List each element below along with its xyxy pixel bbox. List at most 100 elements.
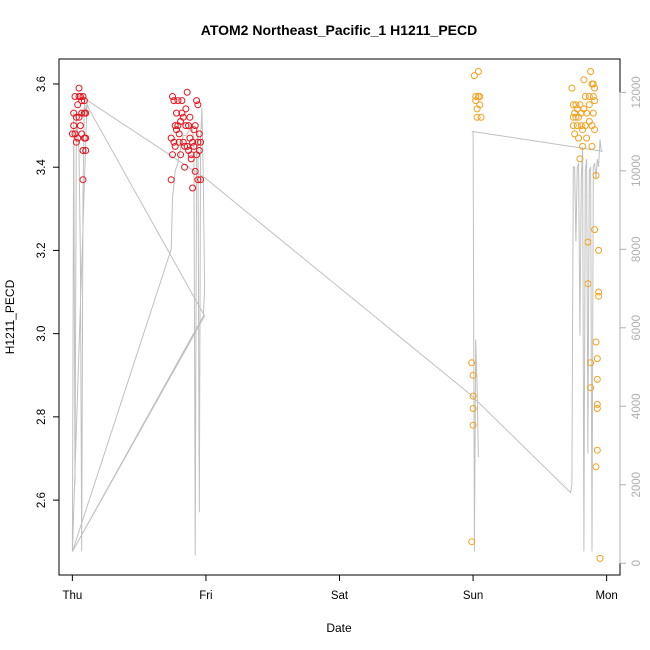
chart-title: ATOM2 Northeast_Pacific_1 H1211_PECD — [201, 22, 478, 38]
data-point-orange — [581, 122, 589, 130]
data-point-red — [187, 155, 195, 163]
data-point-orange — [585, 101, 593, 109]
data-point-red — [187, 151, 195, 159]
data-point-orange — [576, 155, 584, 163]
data-point-orange — [595, 246, 603, 254]
data-point-orange — [580, 76, 588, 84]
data-point-red — [194, 101, 202, 109]
data-point-orange — [593, 446, 601, 454]
data-point-orange — [593, 355, 601, 363]
data-point-red — [76, 93, 84, 100]
data-point-orange — [593, 375, 601, 383]
data-point-orange — [595, 292, 603, 300]
data-point-orange — [572, 113, 580, 121]
x-tick-label: Mon — [595, 590, 617, 602]
data-point-red — [82, 134, 90, 142]
data-point-red — [74, 101, 82, 109]
x-axis: Thu Fri Sat Sun Mon — [62, 574, 618, 602]
data-point-orange — [589, 109, 597, 117]
data-point-red — [195, 130, 203, 138]
data-point-red — [79, 147, 87, 154]
data-point-orange — [469, 392, 477, 400]
data-point-red — [182, 122, 190, 130]
data-point-red — [194, 176, 202, 184]
data-point-red — [170, 138, 178, 146]
y2-tick-label: 2000 — [631, 472, 643, 498]
data-point-orange — [588, 142, 596, 150]
data-point-red — [170, 97, 178, 105]
data-point-orange — [593, 400, 601, 408]
data-point-orange — [575, 134, 583, 142]
data-point-orange — [469, 405, 477, 412]
y2-axis: 0 2000 4000 6000 8000 10000 12000 — [619, 76, 643, 566]
y-tick-label: 3.0 — [36, 326, 48, 342]
data-point-red — [189, 138, 197, 146]
data-point-orange — [585, 93, 593, 100]
data-point-orange — [592, 463, 600, 471]
data-point-red — [80, 97, 88, 105]
data-point-red — [169, 93, 176, 100]
data-point-red — [182, 105, 190, 113]
data-point-red — [173, 109, 180, 117]
y2-tick-label: 8000 — [631, 237, 643, 263]
data-point-red — [79, 176, 87, 184]
data-point-red — [183, 142, 191, 150]
data-point-red — [190, 142, 198, 150]
data-point-orange — [477, 113, 485, 121]
data-point-orange — [591, 84, 599, 92]
data-point-red — [197, 138, 205, 146]
data-point-orange — [469, 371, 477, 379]
data-point-orange — [589, 93, 597, 100]
data-point-red — [79, 93, 87, 100]
y-axis: 2.6 2.8 3.0 3.2 3.4 3.6 — [36, 76, 60, 508]
data-point-red — [189, 184, 197, 192]
data-point-red — [191, 167, 199, 175]
data-point-orange — [470, 72, 478, 80]
data-point-red — [181, 163, 189, 171]
data-point-red — [195, 147, 203, 154]
data-point-orange — [589, 80, 597, 88]
data-point-orange — [584, 238, 592, 246]
data-point-red — [70, 122, 78, 130]
data-point-red — [171, 122, 179, 130]
data-point-red — [179, 113, 187, 121]
data-point-orange — [596, 554, 604, 562]
data-point-red — [175, 138, 183, 146]
x-tick-label: Sat — [331, 590, 349, 602]
data-point-red — [178, 109, 186, 117]
x-axis-label: Date — [326, 621, 352, 635]
data-point-orange — [592, 338, 600, 346]
data-point-red — [190, 126, 198, 134]
data-point-red — [197, 176, 205, 184]
data-point-orange — [583, 109, 591, 117]
data-point-red — [78, 97, 86, 105]
data-point-orange — [569, 122, 577, 130]
data-point-red — [76, 122, 84, 130]
data-point-red — [177, 151, 185, 159]
y2-tick-label: 12000 — [631, 76, 643, 108]
data-point-orange — [568, 84, 576, 92]
data-point-red — [174, 97, 182, 105]
data-point-red — [185, 122, 193, 130]
y2-tick-label: 0 — [631, 560, 643, 566]
points-layer — [68, 68, 604, 562]
data-point-red — [175, 130, 183, 138]
y-axis-label: H1211_PECD — [3, 279, 17, 354]
data-point-orange — [571, 130, 579, 138]
altitude-line — [71, 99, 603, 556]
data-point-orange — [569, 101, 577, 109]
data-point-red — [82, 147, 90, 154]
data-point-orange — [577, 122, 585, 130]
data-point-red — [186, 113, 194, 121]
y-tick-label: 3.6 — [36, 76, 48, 92]
data-point-orange — [593, 405, 601, 412]
data-point-orange — [474, 68, 482, 75]
data-point-red — [169, 151, 176, 159]
data-point-red — [71, 93, 79, 100]
data-point-orange — [476, 93, 484, 100]
data-point-orange — [476, 101, 484, 109]
y2-tick-label: 10000 — [631, 155, 643, 187]
data-point-orange — [592, 172, 600, 179]
data-point-orange — [595, 288, 603, 296]
data-point-red — [167, 176, 175, 184]
